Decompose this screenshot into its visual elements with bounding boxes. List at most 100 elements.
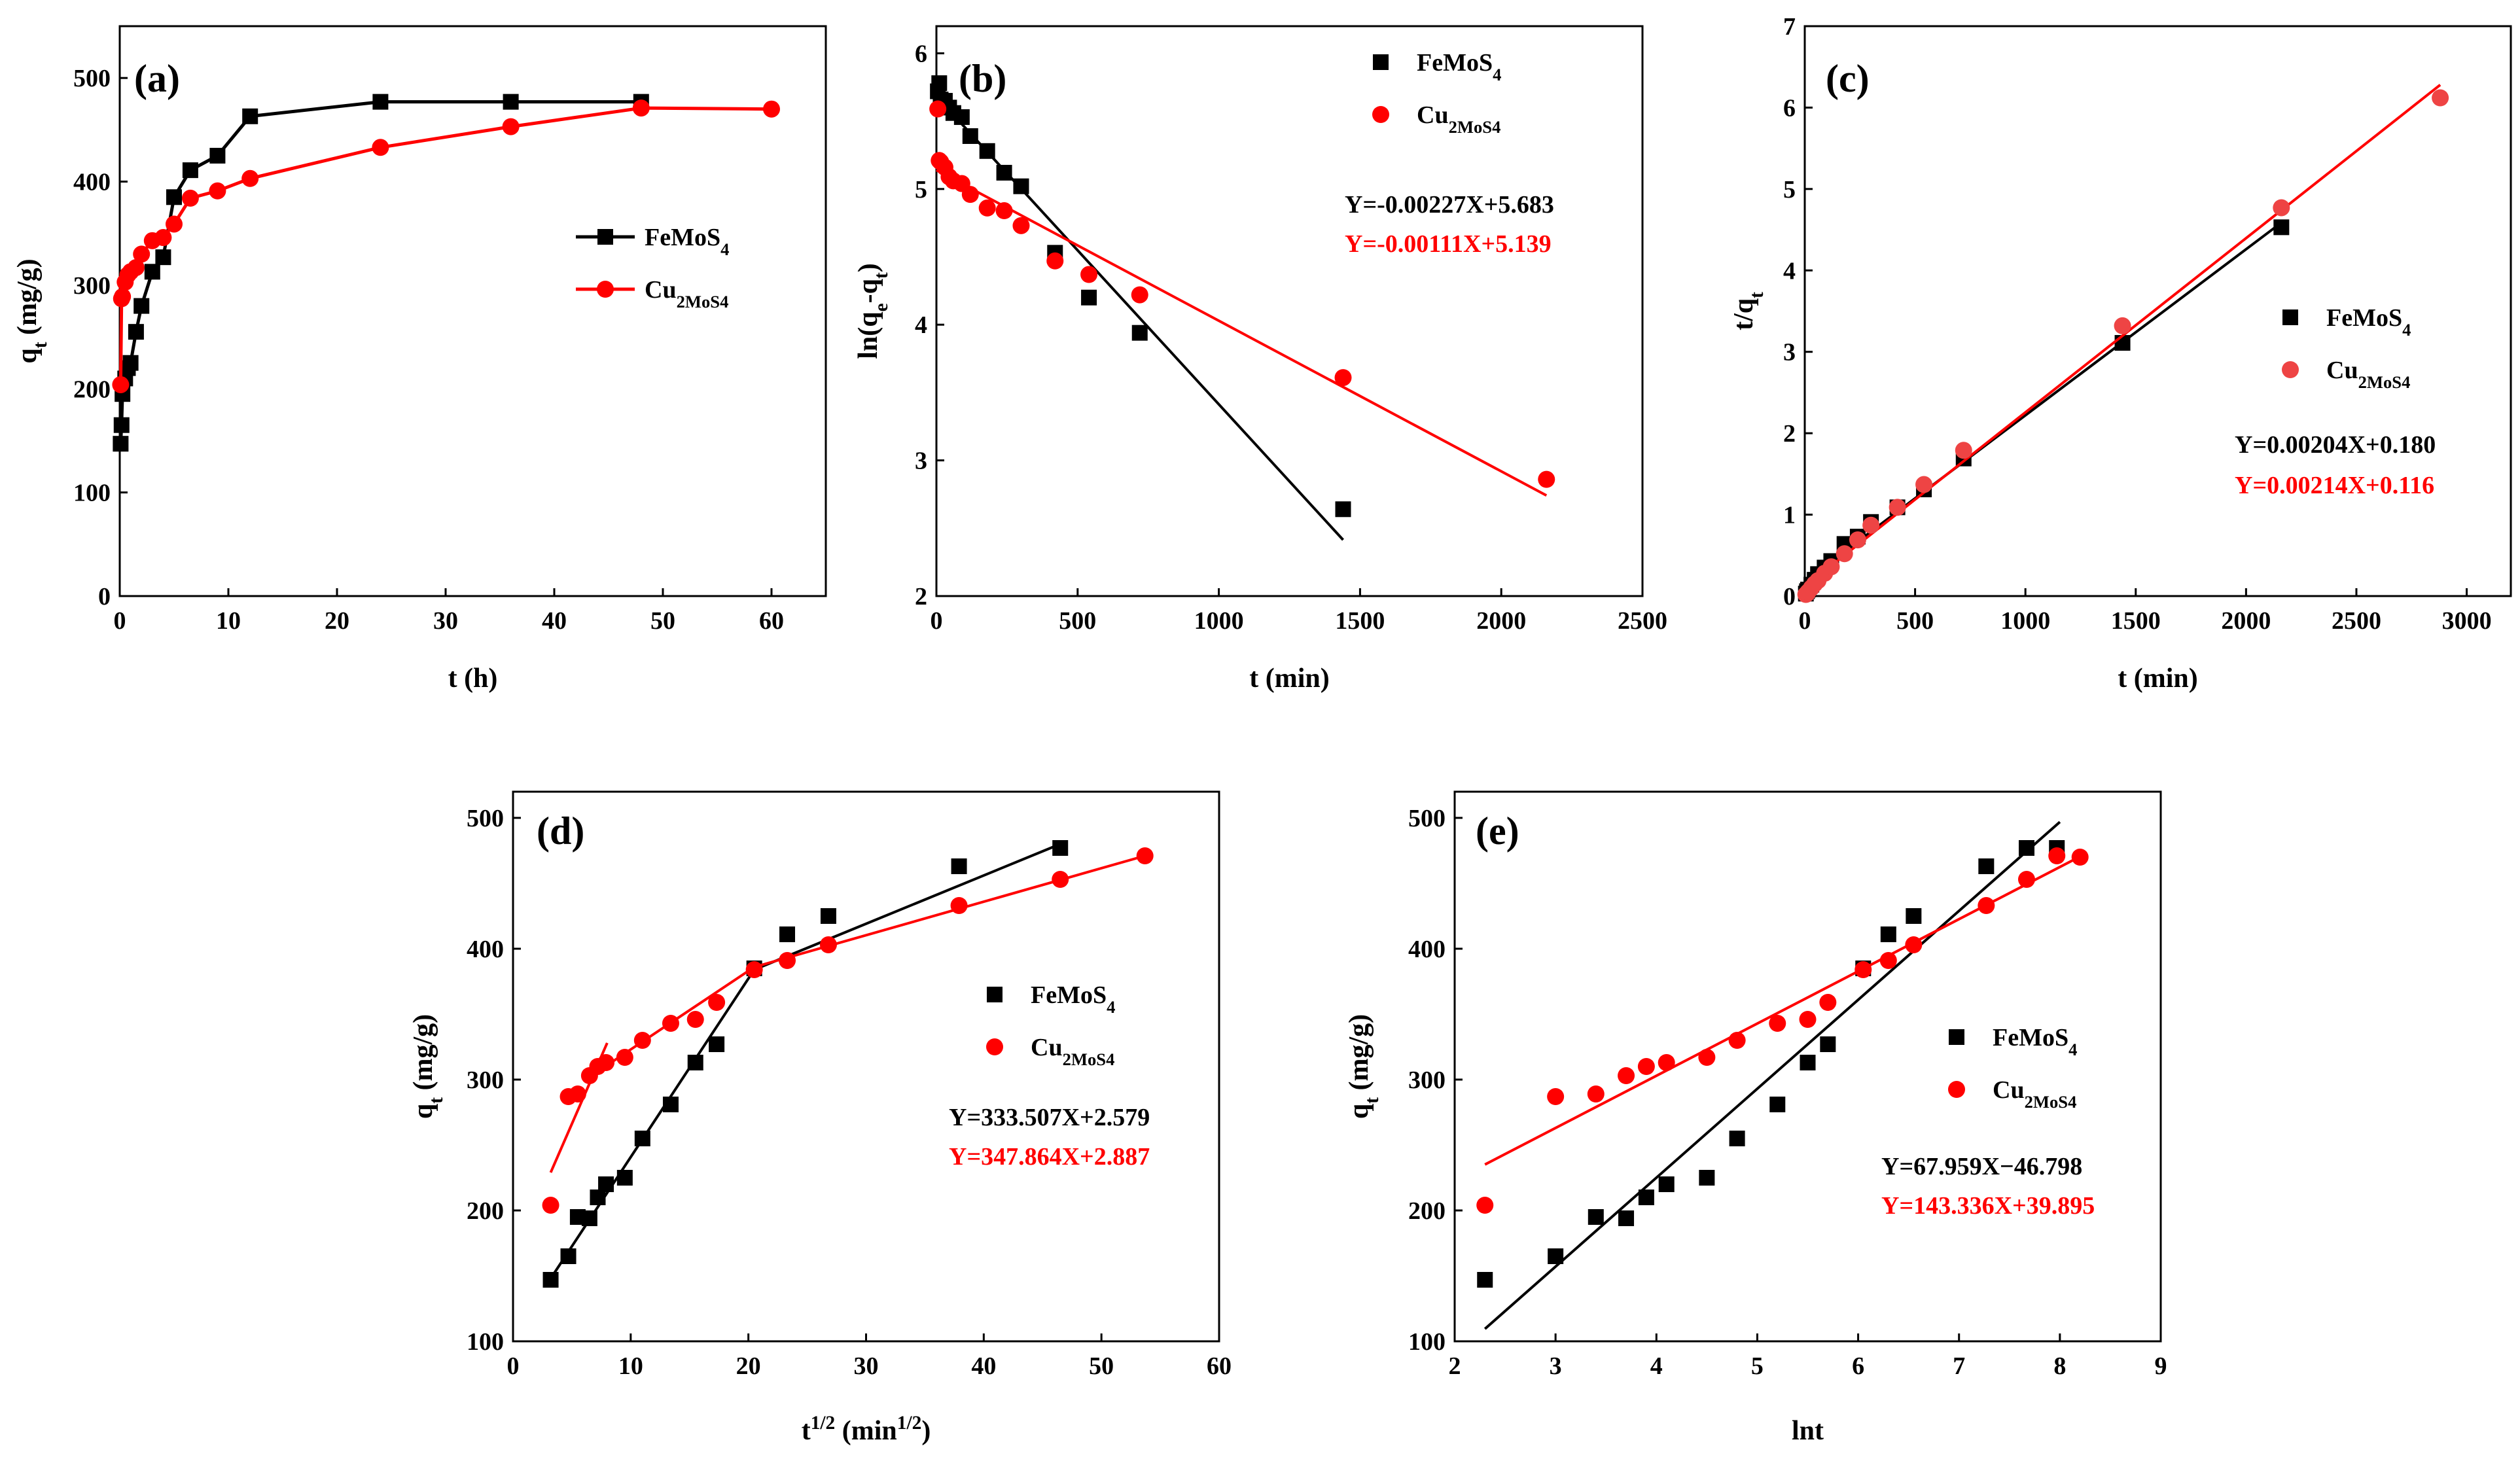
series-FeMoS4 — [1477, 820, 2065, 1330]
label-segment: (mg/g) — [1344, 1014, 1374, 1097]
data-point — [1052, 840, 1069, 856]
x-tick-label: 2500 — [1618, 607, 1667, 635]
y-tick-label: 300 — [73, 272, 111, 300]
label-segment: Cu — [1417, 101, 1449, 129]
y-tick-label: 0 — [98, 583, 111, 610]
data-point — [745, 961, 763, 978]
y-axis-label: qt (mg/g) — [1344, 1014, 1383, 1119]
y-tick-label: 100 — [73, 480, 111, 507]
data-point — [597, 1054, 615, 1071]
label-segment: q — [408, 1104, 438, 1119]
plot-frame — [935, 25, 1644, 597]
legend-label: Cu2MoS4 — [2326, 357, 2410, 392]
data-point — [2432, 89, 2449, 107]
x-axis-label: t (h) — [448, 663, 498, 694]
legend-label: Cu2MoS4 — [645, 276, 728, 311]
label-segment: 2MoS — [2025, 1092, 2068, 1112]
data-point — [1131, 325, 1148, 341]
data-point — [2071, 849, 2089, 866]
x-tick-label: 9 — [2155, 1352, 2167, 1380]
data-point — [155, 249, 171, 266]
y-tick-label: 100 — [467, 1328, 504, 1356]
data-point — [1052, 871, 1069, 888]
label-segment: (mg/g) — [408, 1014, 438, 1097]
data-point — [951, 858, 967, 874]
legend-entry: Cu2MoS4 — [1372, 101, 1500, 137]
x-tick-label: 40 — [542, 607, 567, 635]
x-tick-label: 0 — [114, 607, 126, 635]
data-point — [2018, 840, 2034, 856]
label-segment: 4 — [2068, 1092, 2076, 1112]
series-FeMoS4 — [930, 75, 1351, 541]
fit-line — [1483, 820, 2061, 1330]
x-tick-label: 60 — [759, 607, 784, 635]
legend-label: Cu2MoS4 — [1031, 1034, 1114, 1069]
data-point — [112, 376, 130, 393]
label-segment: 4 — [2068, 1040, 2077, 1059]
data-point — [1955, 442, 1972, 459]
label-segment: 1/2 — [897, 1413, 922, 1434]
y-axis-label: qt (mg/g) — [12, 258, 51, 363]
y-tick-label: 1 — [1783, 502, 1796, 529]
series-Cu2MoS4 — [542, 847, 1154, 1214]
data-point — [1013, 178, 1029, 194]
legend-label: FeMoS4 — [1993, 1024, 2077, 1059]
data-point — [598, 1176, 614, 1192]
label-segment: 2MoS — [1449, 117, 1492, 137]
plot-frame — [118, 25, 827, 597]
x-tick-label: 0 — [931, 607, 943, 635]
fit-line-segment — [606, 966, 755, 1066]
data-point — [1658, 1054, 1675, 1071]
label-segment: lnt — [1792, 1416, 1824, 1446]
data-point — [1335, 501, 1351, 518]
data-point — [662, 1097, 679, 1112]
y-tick-label: 2 — [915, 583, 927, 610]
data-point — [1618, 1210, 1635, 1226]
x-tick-label: 10 — [618, 1352, 643, 1380]
label-segment: Cu — [1031, 1034, 1063, 1061]
fit-line-segment — [754, 855, 1146, 968]
x-tick-label: 7 — [1953, 1352, 1965, 1380]
y-tick-label: 2 — [1783, 420, 1796, 448]
data-point — [242, 108, 258, 124]
data-point — [1822, 558, 1840, 576]
data-point — [929, 100, 947, 118]
data-point — [569, 1085, 586, 1102]
data-point — [542, 1272, 559, 1288]
data-point — [709, 1036, 725, 1052]
panel-b: 0 500 1000 1500 2000 2500 2 3 4 5 6 t (min) ln(qe-qt… — [853, 25, 1667, 694]
data-point — [1538, 470, 1555, 488]
data-point — [1889, 499, 1906, 516]
x-tick-label: 8 — [2053, 1352, 2066, 1380]
data-point — [961, 186, 979, 203]
legend-entry: FeMoS4 — [1373, 49, 1501, 84]
data-point — [128, 324, 144, 340]
label-segment: FeMoS — [1417, 49, 1493, 77]
legend-label: Cu2MoS4 — [1993, 1076, 2076, 1112]
data-point — [1799, 1011, 1817, 1028]
data-point — [995, 202, 1013, 220]
y-tick-label: 400 — [467, 936, 504, 963]
data-point — [133, 298, 150, 314]
y-tick-label: 3 — [1783, 339, 1796, 366]
x-tick-label: 30 — [854, 1352, 879, 1380]
data-point — [209, 182, 226, 200]
data-point — [819, 936, 837, 953]
data-point — [122, 355, 139, 371]
x-tick-label: 50 — [1089, 1352, 1114, 1380]
data-point — [2273, 219, 2290, 236]
fit-equation: Y=143.336X+39.895 — [1881, 1192, 2095, 1220]
y-tick-label: 500 — [73, 65, 111, 92]
data-point — [1769, 1097, 1786, 1112]
label-segment: t (h) — [448, 663, 498, 694]
label-segment: 4 — [2402, 372, 2410, 392]
panel-tag: (e) — [1476, 809, 1519, 853]
panel-e: 2 3 4 5 6 7 8 9 100 200 300 400 500 lnt qt (mg/g) (e) Fe… — [1344, 790, 2167, 1446]
data-point — [708, 994, 726, 1011]
plot-frame — [1803, 25, 2512, 597]
label-segment: ) — [921, 1416, 931, 1446]
x-tick-label: 1000 — [2000, 607, 2050, 635]
label-segment: Cu — [2326, 357, 2358, 384]
data-point — [114, 288, 132, 306]
